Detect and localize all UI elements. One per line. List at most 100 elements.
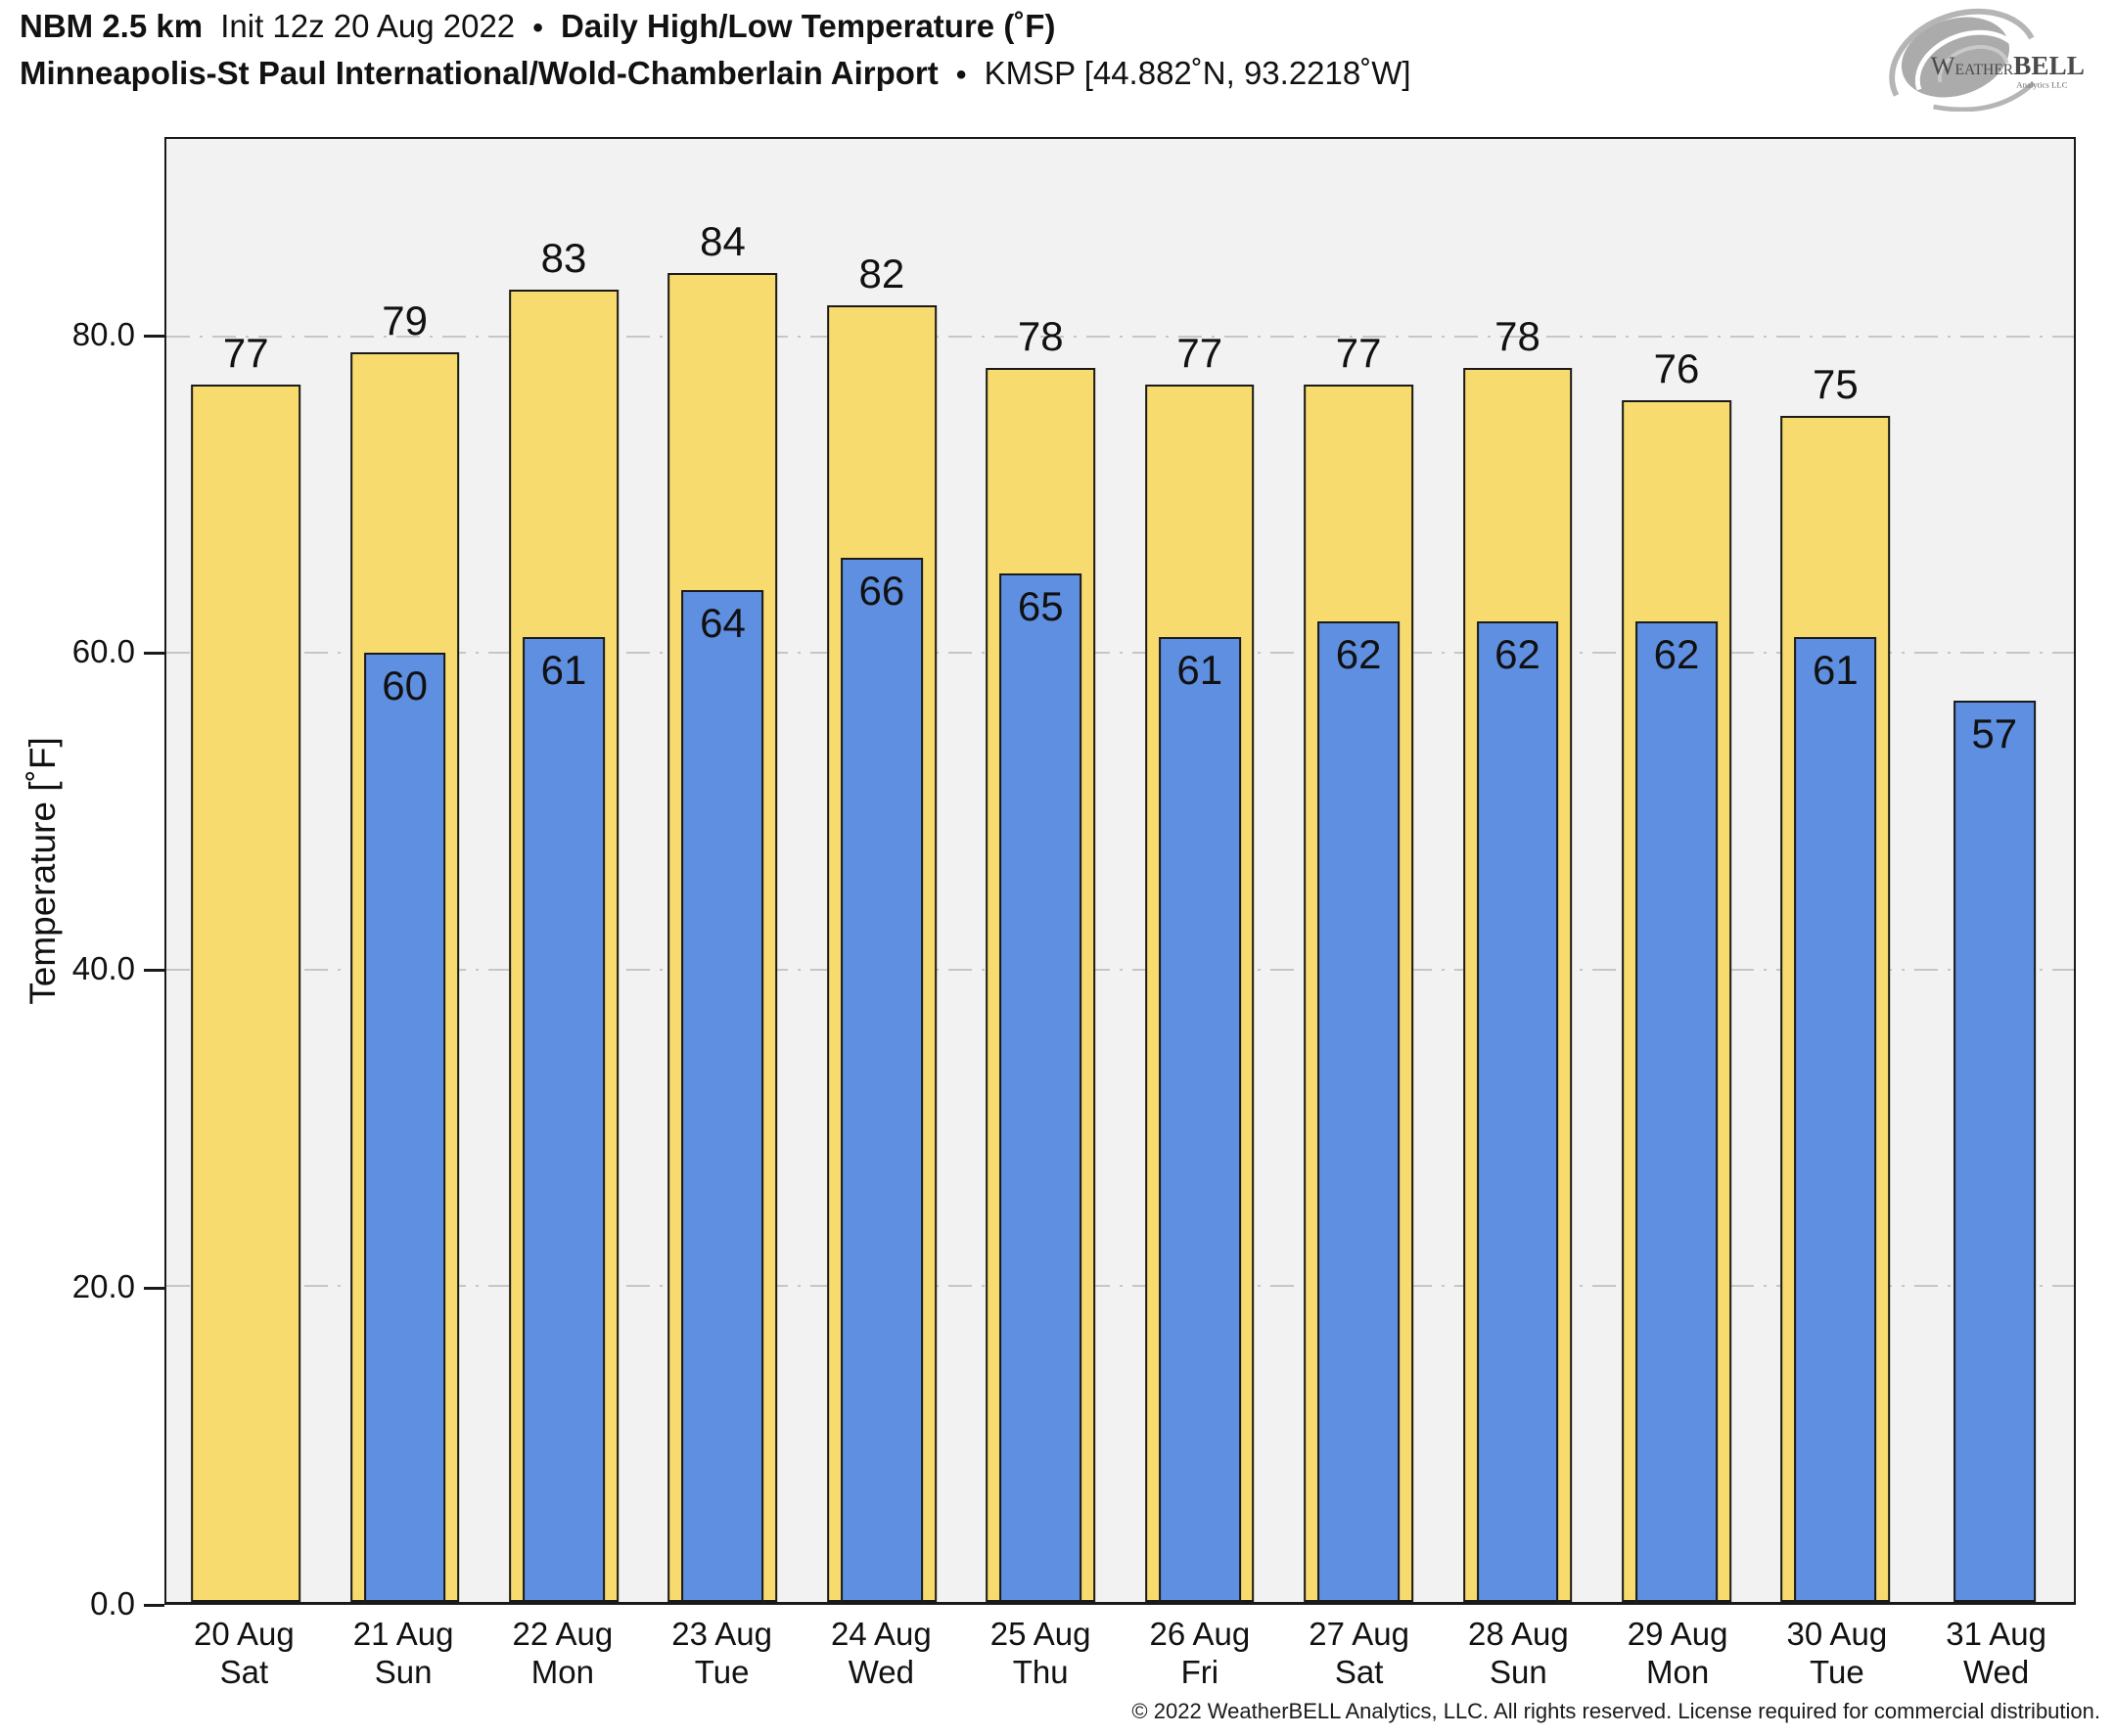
x-tick-day: Wed	[848, 1654, 914, 1690]
high-value-label: 78	[1494, 313, 1540, 360]
low-value-label: 60	[382, 662, 428, 709]
x-tick-label: 24 Aug Wed	[831, 1615, 932, 1691]
low-bar: 57	[1953, 700, 2036, 1602]
high-value-label: 75	[1813, 360, 1859, 407]
low-bar: 66	[840, 558, 923, 1602]
x-tick-day: Mon	[530, 1654, 594, 1690]
y-tick-label: 20.0	[71, 1267, 135, 1304]
y-tick-mark	[144, 969, 164, 973]
x-tick-day: Thu	[1012, 1654, 1069, 1690]
high-value-label: 78	[1017, 313, 1064, 360]
low-value-label: 61	[540, 647, 587, 694]
x-tick-day: Tue	[1810, 1654, 1864, 1690]
chart-title: NBM 2.5 km Init 12z 20 Aug 2022 • Daily …	[20, 8, 1064, 45]
grid-line	[166, 968, 2074, 971]
x-tick-date: 28 Aug	[1467, 1616, 1569, 1652]
high-value-label: 77	[222, 329, 269, 376]
low-value-label: 62	[1653, 630, 1700, 677]
x-tick-day: Wed	[1962, 1654, 2030, 1690]
low-bar: 61	[523, 637, 605, 1602]
low-bar: 65	[999, 573, 1082, 1602]
y-tick-mark	[144, 652, 164, 656]
high-value-label: 77	[1176, 329, 1223, 376]
low-bar: 62	[1476, 620, 1559, 1602]
y-tick-label: 0.0	[90, 1585, 135, 1622]
copyright-notice: © 2022 WeatherBELL Analytics, LLC. All r…	[1131, 1699, 2100, 1723]
hurricane-swirl-icon: WEATHERBELL Analytics LLC	[1889, 8, 2085, 113]
station-id-coordinates: KMSP [44.882˚N, 93.2218˚W]	[984, 55, 1411, 91]
x-tick-day: Sun	[1490, 1654, 1547, 1690]
x-tick-label: 29 Aug Mon	[1628, 1615, 1728, 1691]
grid-line	[166, 1284, 2074, 1287]
x-tick-date: 27 Aug	[1309, 1616, 1410, 1652]
y-tick-mark	[144, 334, 164, 338]
x-tick-date: 20 Aug	[193, 1616, 295, 1652]
logo-letter-w: W	[1931, 52, 1955, 80]
x-tick-day: Sat	[219, 1654, 269, 1690]
init-time: Init 12z 20 Aug 2022	[220, 8, 516, 44]
station-name: Minneapolis-St Paul International/Wold-C…	[20, 55, 939, 91]
subtitle-separator-dot: •	[955, 59, 967, 91]
low-bar: 61	[1794, 637, 1877, 1602]
x-tick-date: 21 Aug	[352, 1616, 454, 1652]
low-value-label: 66	[858, 568, 905, 615]
y-tick-mark	[144, 1604, 164, 1607]
x-tick-date: 31 Aug	[1946, 1616, 2047, 1652]
x-tick-label: 25 Aug Thu	[990, 1615, 1091, 1691]
low-bar: 60	[363, 653, 446, 1602]
low-bar: 61	[1158, 637, 1241, 1602]
low-bar: 64	[681, 589, 764, 1602]
y-tick-mark	[144, 1286, 164, 1290]
x-axis: 20 Aug Sat 21 Aug Sun 22 Aug Mon 23 Aug Tue 24 A…	[164, 1615, 2076, 1703]
high-value-label: 83	[540, 234, 587, 281]
chart-subtitle: Minneapolis-St Paul International/Wold-C…	[20, 55, 1420, 92]
grid-line	[166, 652, 2074, 655]
y-tick-label: 80.0	[71, 315, 135, 352]
high-value-label: 79	[382, 297, 428, 344]
product-name: Daily High/Low Temperature (˚F)	[561, 8, 1056, 44]
title-separator-dot: •	[532, 12, 543, 44]
low-value-label: 62	[1335, 630, 1382, 677]
low-value-label: 61	[1176, 647, 1223, 694]
y-axis: 0.0 20.0 40.0 60.0 80.0	[0, 137, 164, 1622]
x-tick-label: 27 Aug Sat	[1309, 1615, 1409, 1691]
grid-line	[166, 336, 2074, 339]
low-value-label: 65	[1017, 583, 1064, 630]
high-value-label: 84	[700, 218, 746, 265]
logo-word-eather: EATHER	[1954, 62, 2013, 78]
high-value-label: 82	[858, 250, 905, 297]
plot-area: 77 79 60 83 61 84 64 82 66 78 65 77 61 77 62 78 62 76 62 75…	[164, 137, 2076, 1605]
x-tick-label: 20 Aug Sat	[194, 1615, 295, 1691]
x-tick-date: 22 Aug	[512, 1616, 614, 1652]
logo-tagline: Analytics LLC	[2016, 80, 2067, 90]
x-tick-date: 25 Aug	[989, 1616, 1091, 1652]
x-tick-day: Sat	[1334, 1654, 1384, 1690]
x-tick-date: 26 Aug	[1149, 1616, 1251, 1652]
low-value-label: 64	[700, 599, 746, 646]
low-bar: 62	[1635, 620, 1718, 1602]
svg-text:WEATHERBELL: WEATHERBELL	[1931, 51, 2085, 80]
y-tick-label: 40.0	[71, 950, 135, 987]
x-tick-date: 30 Aug	[1786, 1616, 1888, 1652]
x-tick-label: 30 Aug Tue	[1786, 1615, 1887, 1691]
x-tick-date: 29 Aug	[1627, 1616, 1728, 1652]
low-value-label: 61	[1813, 647, 1859, 694]
low-value-label: 62	[1494, 630, 1540, 677]
x-tick-date: 23 Aug	[671, 1616, 773, 1652]
x-tick-day: Fri	[1180, 1654, 1219, 1690]
high-bar: 77	[191, 330, 301, 1602]
weatherbell-logo: WEATHERBELL Analytics LLC	[1881, 2, 2100, 113]
logo-word-bell: BELL	[2013, 51, 2085, 80]
low-value-label: 57	[1971, 709, 2018, 756]
x-tick-day: Tue	[694, 1654, 750, 1690]
x-tick-day: Mon	[1646, 1654, 1710, 1690]
y-tick-label: 60.0	[71, 633, 135, 670]
x-tick-label: 26 Aug Fri	[1149, 1615, 1250, 1691]
x-tick-label: 28 Aug Sun	[1468, 1615, 1569, 1691]
x-tick-label: 22 Aug Mon	[512, 1615, 613, 1691]
model-name: NBM 2.5 km	[20, 8, 204, 44]
x-tick-day: Sun	[374, 1654, 433, 1690]
low-bar: 62	[1317, 620, 1401, 1602]
x-tick-date: 24 Aug	[830, 1616, 932, 1652]
